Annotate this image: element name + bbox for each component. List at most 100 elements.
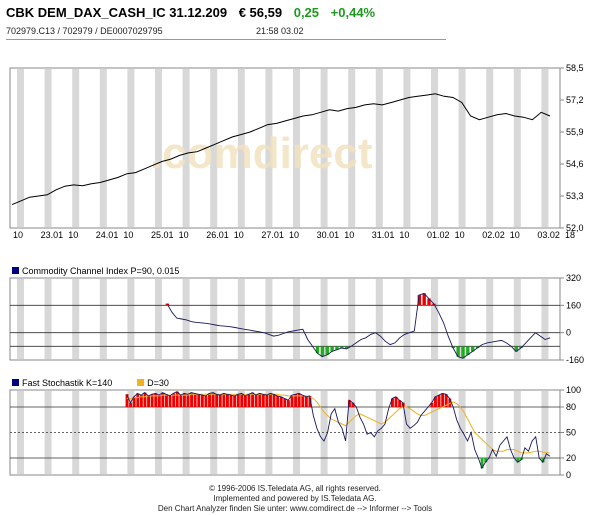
legend-swatch — [12, 267, 19, 274]
sto-overbought-fill — [290, 395, 294, 407]
cci-time-band — [182, 279, 190, 359]
legend-label: D=30 — [147, 378, 169, 388]
sto-overbought-fill — [437, 395, 441, 407]
cci-oversold-fill — [475, 346, 480, 349]
price-time-band — [293, 69, 300, 227]
sto-overbought-fill — [444, 394, 448, 407]
sto-overbought-fill — [218, 395, 222, 407]
sto-overbought-fill — [265, 395, 269, 407]
price-x-tick-label: 02.02 — [482, 230, 505, 240]
price-x-tick-label: 10 — [289, 230, 299, 240]
cci-time-band — [265, 279, 273, 359]
sto-overbought-fill — [136, 393, 140, 407]
cci-y-tick-label: -160 — [566, 355, 584, 365]
cci-y-tick-label: 320 — [566, 273, 581, 283]
sto-overbought-fill — [222, 393, 226, 407]
cci-overbought-fill — [427, 298, 431, 306]
sto-time-band — [293, 391, 300, 474]
legend-swatch — [12, 379, 19, 386]
cci-time-band — [541, 279, 549, 359]
sto-overbought-fill — [261, 394, 265, 407]
price-x-tick-label: 30.01 — [317, 230, 340, 240]
sto-k-line — [126, 391, 551, 470]
price-time-band — [210, 69, 218, 227]
sto-oversold-fill — [484, 458, 488, 463]
price-time-band — [403, 69, 411, 227]
price-time-band — [72, 69, 80, 227]
sto-time-band — [320, 391, 328, 474]
sto-overbought-fill — [150, 394, 154, 407]
sto-overbought-fill — [193, 393, 197, 407]
cci-time-band — [44, 279, 52, 359]
sto-overbought-fill — [200, 395, 204, 407]
price-y-tick-label: 55,9 — [566, 127, 584, 137]
footer-powered: Implemented and powered by IS.Teledata A… — [213, 494, 377, 503]
price-x-tick-label: 10 — [179, 230, 189, 240]
cci-time-band — [293, 279, 300, 359]
price-x-tick-label: 10 — [123, 230, 133, 240]
price-change: 0,25 — [293, 5, 320, 20]
sto-overbought-fill — [154, 393, 158, 407]
sto-overbought-fill — [226, 394, 229, 407]
cci-oversold-fill — [456, 346, 460, 357]
price-x-tick-label: 26.01 — [206, 230, 229, 240]
price-x-tick-label: 10 — [455, 230, 465, 240]
sto-overbought-fill — [304, 396, 308, 407]
sto-overbought-fill — [283, 398, 287, 407]
watermark-logo: .comdirect — [150, 129, 373, 178]
price-x-tick-label: 27.01 — [261, 230, 284, 240]
sto-overbought-fill — [390, 398, 394, 407]
cci-oversold-fill — [451, 346, 455, 349]
sto-overbought-fill — [175, 391, 179, 407]
cci-time-band — [513, 279, 521, 359]
cci-oversold-fill — [330, 346, 334, 352]
sto-overbought-fill — [143, 392, 147, 407]
price-x-tick-label: 10 — [510, 230, 520, 240]
sto-overbought-fill — [254, 395, 258, 407]
price-x-tick-label: 24.01 — [96, 230, 119, 240]
price-time-band — [375, 69, 383, 227]
instrument-header: CBK DEM_DAX_CASH_IC 31.12.209 € 56,59 0,… — [6, 5, 383, 20]
price-x-tick-label: 10 — [68, 230, 78, 240]
sto-time-band — [486, 391, 494, 474]
cci-overbought-fill — [417, 295, 422, 306]
sto-time-band — [237, 391, 245, 474]
header-divider — [6, 39, 446, 40]
sto-overbought-fill — [168, 395, 172, 407]
sto-y-tick-label: 50 — [566, 428, 576, 438]
sto-time-band — [513, 391, 521, 474]
cci-time-band — [348, 279, 356, 359]
price-time-band — [541, 69, 549, 227]
sto-overbought-fill — [179, 395, 183, 407]
price-x-tick-label: 03.02 — [537, 230, 560, 240]
price-y-tick-label: 57,2 — [566, 95, 584, 105]
sto-overbought-fill — [272, 394, 276, 407]
cci-time-band — [320, 279, 328, 359]
sto-oversold-fill — [480, 458, 484, 469]
sto-overbought-fill — [165, 394, 168, 407]
sto-overbought-fill — [157, 395, 161, 407]
sto-overbought-fill — [147, 395, 150, 407]
price-time-band — [99, 69, 107, 227]
price-x-tick-label: 10 — [344, 230, 354, 240]
legend-label: Commodity Channel Index P=90, 0.015 — [22, 266, 179, 276]
sto-overbought-fill — [132, 396, 136, 407]
instrument-ids: 702979.C13 / 702979 / DE0007029795 — [6, 26, 163, 36]
sto-time-band — [265, 391, 273, 474]
legend-label: Fast Stochastik K=140 — [22, 378, 112, 388]
sto-overbought-fill — [139, 395, 143, 407]
sto-overbought-fill — [190, 392, 194, 407]
price-time-band — [348, 69, 356, 227]
cci-series-line — [166, 292, 551, 359]
sto-overbought-fill — [258, 393, 262, 407]
sto-overbought-fill — [251, 392, 255, 407]
sto-overbought-fill — [247, 394, 251, 407]
price-y-tick-label: 52,0 — [566, 223, 584, 233]
sto-overbought-fill — [215, 394, 219, 407]
price-time-band — [127, 69, 135, 227]
price-y-tick-label: 54,6 — [566, 159, 584, 169]
sto-overbought-fill — [294, 394, 298, 407]
legend-swatch — [137, 379, 145, 386]
sto-overbought-fill — [269, 393, 272, 407]
sto-overbought-fill — [197, 394, 201, 407]
